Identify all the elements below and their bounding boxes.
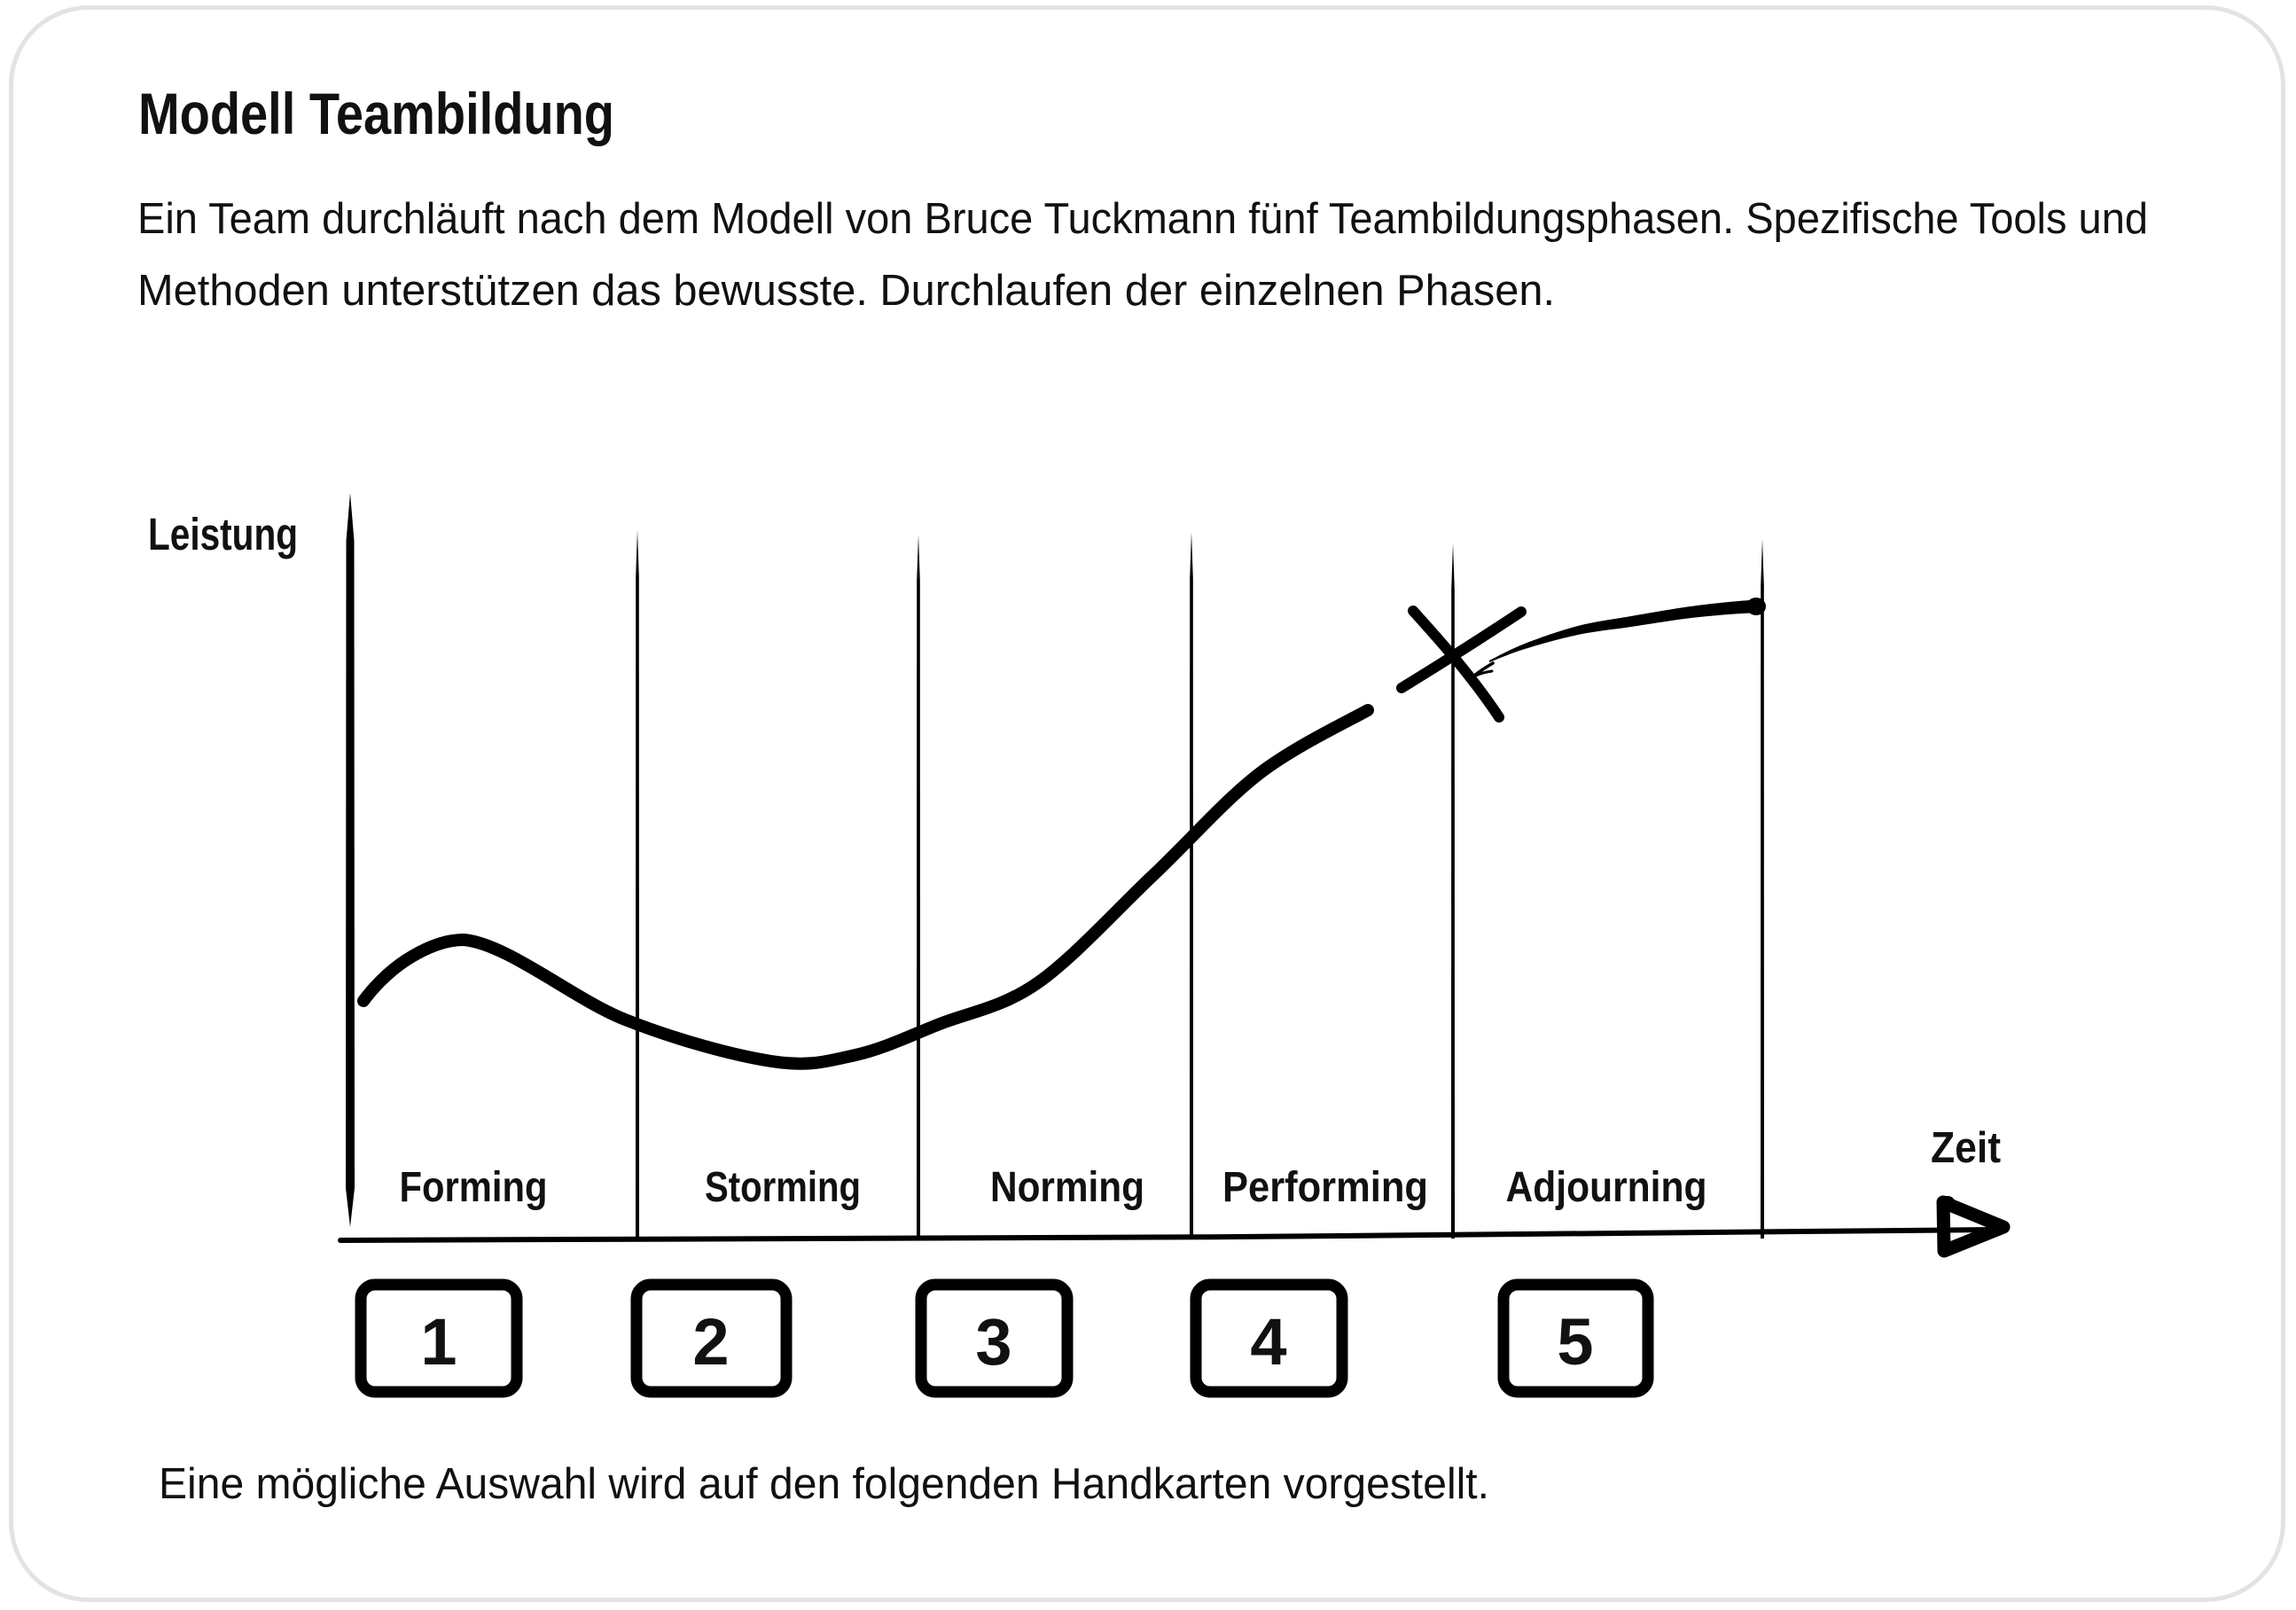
svg-text:Storming: Storming xyxy=(705,1164,861,1211)
svg-text:Eine mögliche Auswahl wird auf: Eine mögliche Auswahl wird auf den folge… xyxy=(159,1460,1489,1508)
svg-text:Forming: Forming xyxy=(400,1164,548,1211)
svg-text:Ein Team durchläuft nach dem M: Ein Team durchläuft nach dem Modell von … xyxy=(137,195,2148,243)
svg-text:4: 4 xyxy=(1250,1305,1286,1379)
svg-text:Zeit: Zeit xyxy=(1931,1124,2001,1172)
svg-text:Adjourning: Adjourning xyxy=(1506,1164,1707,1211)
svg-text:3: 3 xyxy=(975,1305,1011,1379)
svg-text:Performing: Performing xyxy=(1222,1164,1428,1211)
svg-text:2: 2 xyxy=(692,1305,729,1379)
svg-text:Methoden unterstützen das bewu: Methoden unterstützen das bewusste. Durc… xyxy=(137,267,1555,315)
svg-text:1: 1 xyxy=(420,1305,457,1379)
svg-text:Modell Teambildung: Modell Teambildung xyxy=(138,81,614,146)
svg-text:Norming: Norming xyxy=(990,1164,1144,1211)
svg-text:5: 5 xyxy=(1557,1305,1593,1379)
svg-text:Leistung: Leistung xyxy=(148,509,298,559)
